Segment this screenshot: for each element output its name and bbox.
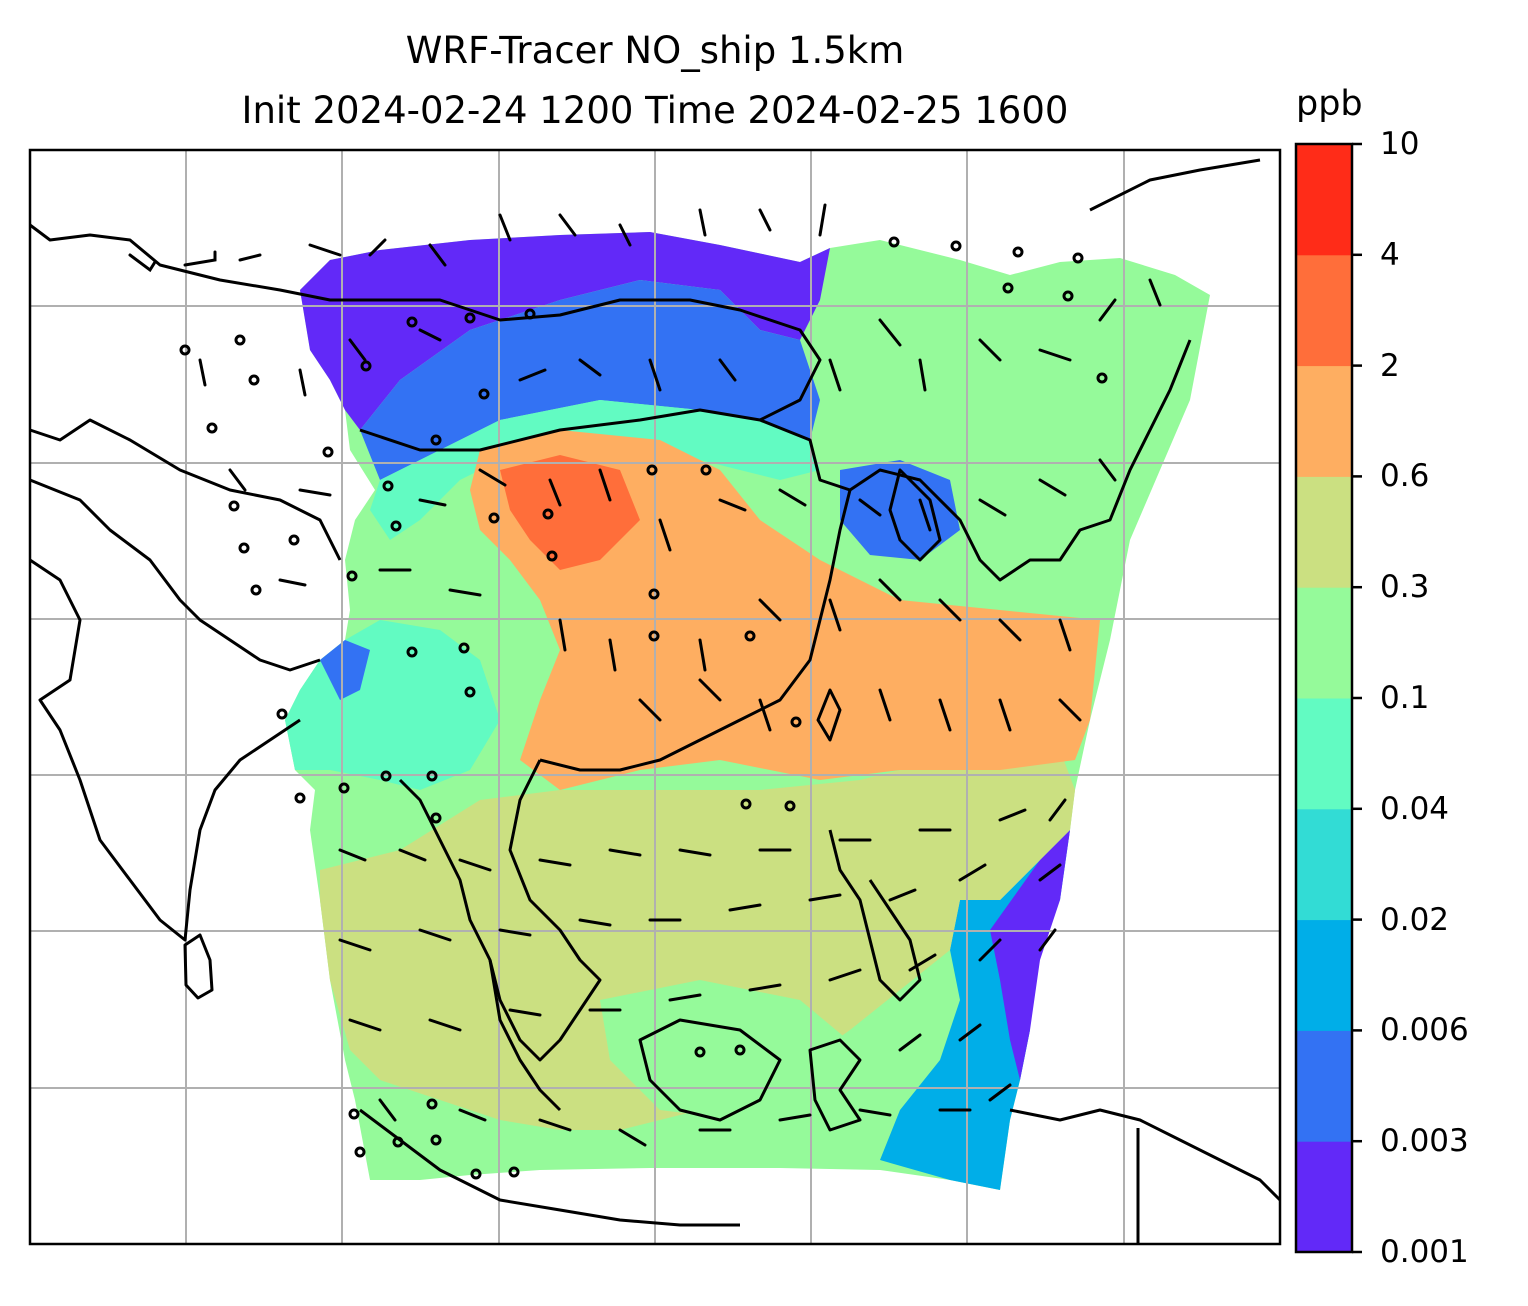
colorbar-tick-label: 0.003	[1380, 1123, 1469, 1160]
colorbar-segment	[1296, 144, 1352, 256]
sri-lanka	[183, 933, 214, 1000]
borneo	[638, 1018, 782, 1122]
japan	[1089, 158, 1261, 212]
colorbar-tick-label: 0.6	[1380, 458, 1430, 495]
east-coast	[539, 489, 852, 772]
tracer-east-blue	[840, 460, 960, 560]
indochina	[398, 759, 602, 1062]
malay-peninsula	[488, 959, 562, 1112]
map-title: WRF-Tracer NO_ship 1.5km	[405, 29, 905, 72]
tracer-field	[285, 232, 1210, 1190]
colorbar-tick-label: 0.001	[1380, 1234, 1469, 1270]
colorbar	[1294, 142, 1362, 1254]
colorbar-segment	[1296, 808, 1352, 921]
tracer-north-blue	[360, 280, 820, 480]
colorbar-tick-label: 2	[1380, 347, 1400, 384]
colorbar-segment	[1296, 365, 1352, 477]
central-asia-border	[29, 418, 342, 561]
pakistan-border	[29, 478, 321, 672]
taiwan	[816, 688, 842, 742]
sulawesi	[808, 1038, 862, 1132]
india-coast	[29, 558, 301, 942]
tracer-south-green-patch	[600, 980, 860, 1120]
sumatra-java	[359, 1108, 740, 1227]
gridlines	[30, 150, 1280, 1244]
colorbar-segment	[1296, 587, 1352, 699]
colorbar-tick-label: 0.3	[1380, 569, 1430, 606]
map-subtitle: Init 2024-02-24 1200 Time 2024-02-25 160…	[241, 89, 1069, 132]
china-coast	[759, 339, 1192, 582]
wind-barbs	[128, 203, 1162, 1147]
colorbar-tick-label: 4	[1380, 236, 1400, 273]
colorbar-segment	[1296, 1030, 1352, 1142]
korea-peninsula	[888, 468, 942, 562]
new-guinea	[1009, 1108, 1282, 1202]
colorbar-tick-label: 0.1	[1380, 680, 1430, 716]
tracer-southeast-purple	[990, 830, 1070, 1080]
colorbar-segment	[1296, 1141, 1352, 1253]
colorbar-tick-label: 0.04	[1380, 790, 1450, 827]
calm-markers	[179, 236, 1108, 1180]
colorbar-unit: ppb	[1296, 84, 1363, 124]
philippines	[828, 829, 922, 1002]
colorbar-tick-label: 10	[1380, 126, 1420, 162]
colorbar-segment	[1296, 698, 1352, 810]
colorbar-segment	[1296, 254, 1352, 367]
tracer-west-blue	[320, 640, 370, 700]
north-border	[29, 223, 822, 452]
colorbar-segment	[1296, 919, 1352, 1031]
colorbar-tick-label: 0.006	[1380, 1012, 1469, 1049]
tracer-north-fringe	[300, 232, 830, 430]
map-frame	[28, 148, 1282, 1246]
coastlines	[29, 158, 1282, 1244]
colorbar-segment	[1296, 476, 1352, 588]
colorbar-tick-label: 0.02	[1380, 901, 1450, 938]
tracer-north-cyan	[370, 400, 820, 540]
